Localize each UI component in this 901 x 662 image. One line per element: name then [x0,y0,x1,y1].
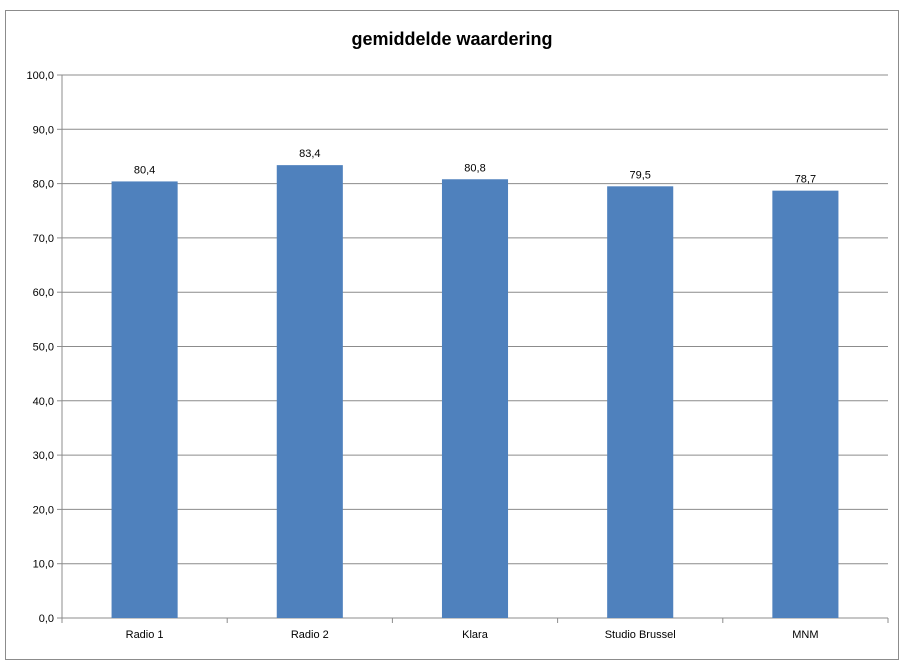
data-label: 79,5 [629,169,650,181]
y-tick-label: 0,0 [39,613,54,625]
bar [276,165,343,618]
y-tick-label: 100,0 [26,70,54,82]
chart-title: gemiddelde waardering [351,29,553,49]
y-tick-label: 70,0 [33,233,54,245]
bars [111,165,839,619]
category-label: MNM [792,629,818,641]
bar [607,186,674,618]
data-label: 78,7 [795,174,816,186]
y-tick-label: 50,0 [33,342,54,354]
y-tick-label: 30,0 [33,450,54,462]
data-label: 80,4 [134,164,155,176]
category-label: Radio 2 [291,629,329,641]
labels: 0,0 10,0 20,0 30,0 40,0 50,0 60,0 70,0 80,0 90,0 1… [26,70,818,641]
bar [111,181,178,619]
category-label: Klara [462,629,489,641]
y-tick-label: 40,0 [33,396,54,408]
bar [772,190,839,618]
data-label: 83,4 [299,148,320,160]
y-tick-label: 80,0 [33,179,54,191]
y-tick-label: 10,0 [33,559,54,571]
data-label: 80,8 [464,162,485,174]
bar [441,179,509,619]
category-label: Studio Brussel [605,629,676,641]
y-tick-label: 60,0 [33,287,54,299]
y-tick-label: 20,0 [33,504,54,516]
category-label: Radio 1 [126,629,164,641]
y-tick-label: 90,0 [33,124,54,136]
